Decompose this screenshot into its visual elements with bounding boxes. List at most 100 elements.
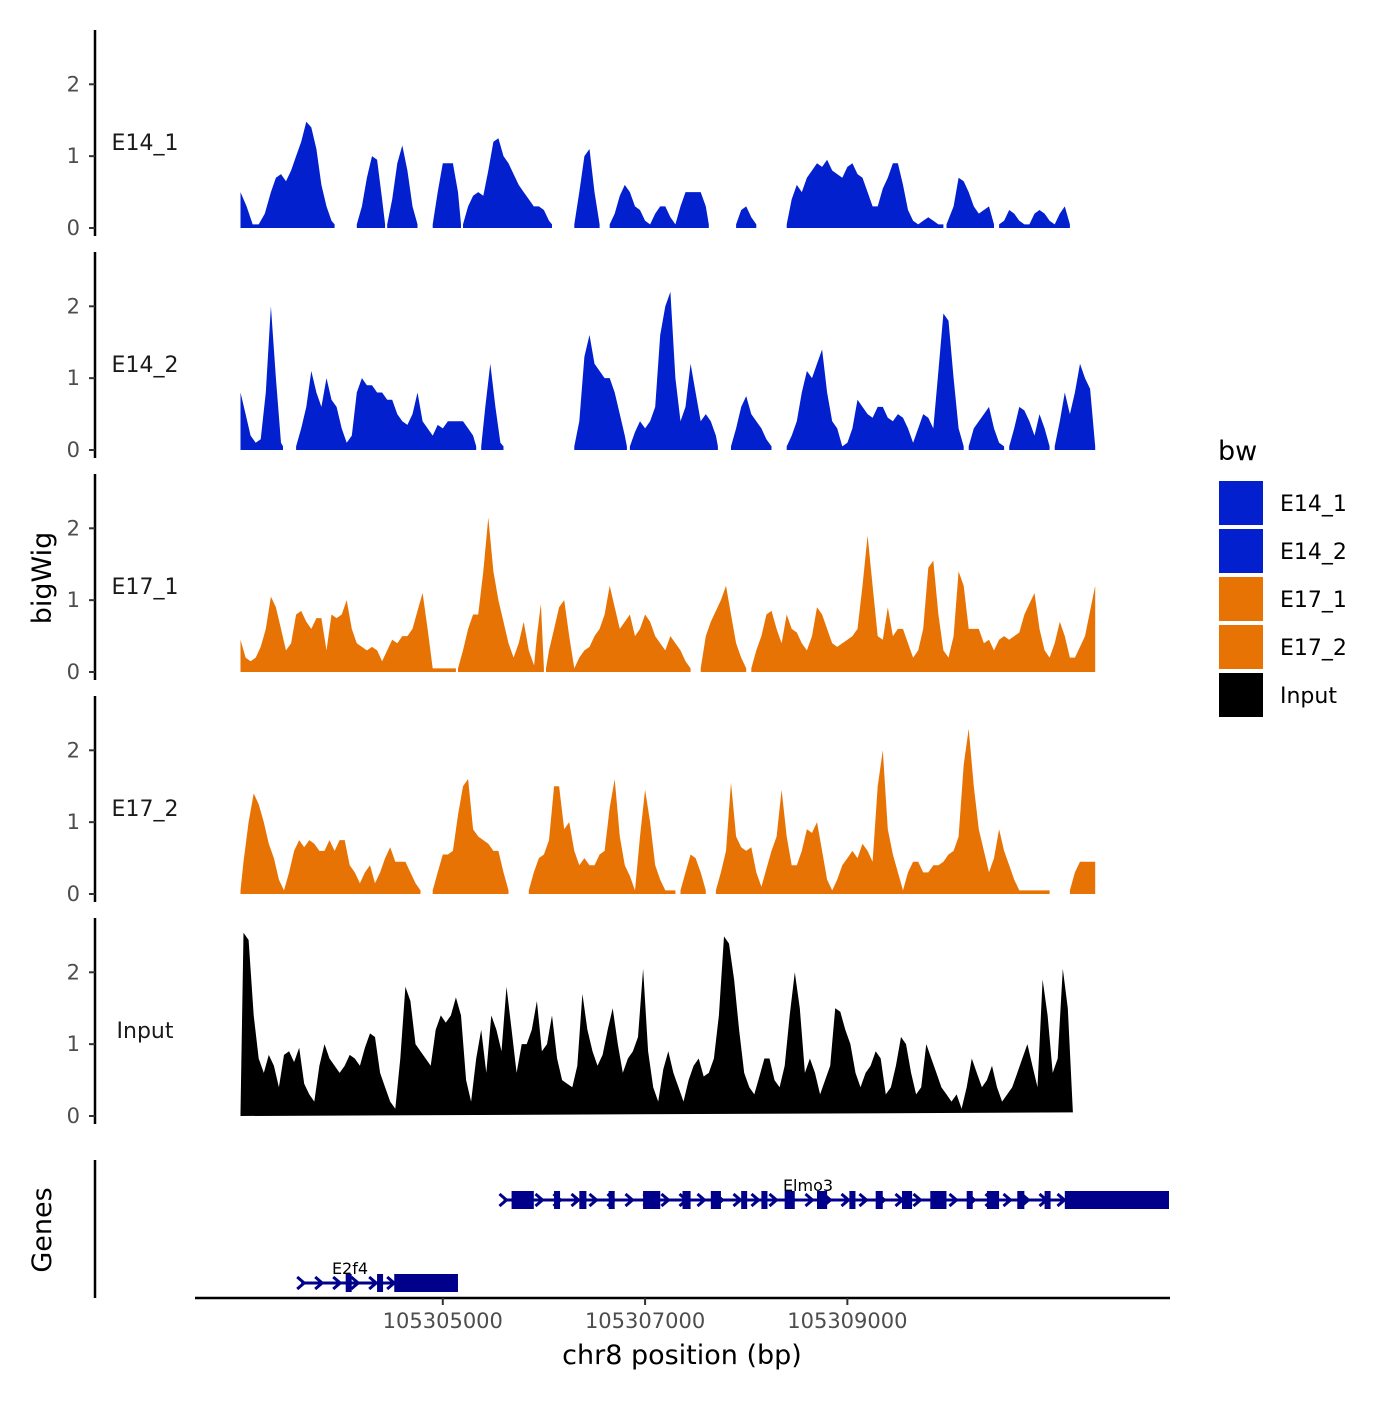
strand-arrow: [660, 1192, 671, 1208]
coverage-area-E14_2: [240, 306, 283, 450]
coverage-area-E14_1: [786, 159, 944, 228]
track-Input: 0 1 2 Input: [67, 918, 1073, 1128]
coverage-area-E14_1: [574, 149, 600, 228]
gene-exon: [345, 1274, 352, 1292]
gene-exon: [966, 1191, 973, 1209]
legend-title: bw: [1218, 436, 1257, 467]
gene-exon: [1017, 1191, 1025, 1209]
gene-exon: [377, 1274, 384, 1292]
gene-exon: [817, 1191, 828, 1209]
legend-swatch: [1219, 673, 1263, 717]
coverage-area-E14_1: [240, 121, 335, 228]
y-tick-label: 1: [67, 588, 80, 612]
strand-arrow: [840, 1192, 851, 1208]
gene-exon: [608, 1191, 615, 1209]
coverage-area-E17_2: [1069, 861, 1096, 894]
strand-arrow: [498, 1192, 509, 1208]
x-axis-title: chr8 position (bp): [562, 1340, 802, 1371]
genes-layer: Elmo3 E2f4: [93, 1160, 1169, 1298]
strand-arrow: [1002, 1192, 1013, 1208]
strand-arrow: [732, 1192, 743, 1208]
gene-exon: [710, 1191, 721, 1209]
strand-arrow: [570, 1192, 581, 1208]
gene-exon: [930, 1191, 947, 1209]
coverage-area-E14_1: [999, 206, 1070, 228]
track-label: Input: [117, 1019, 174, 1044]
strand-arrow: [624, 1192, 635, 1208]
strand-arrow: [750, 1192, 761, 1208]
coverage-area-E14_1: [356, 156, 386, 228]
y-tick-label: 1: [67, 1032, 80, 1056]
gene-E2f4: E2f4: [296, 1259, 458, 1292]
y-tick-label: 0: [67, 438, 80, 462]
coverage-area-E17_2: [432, 779, 509, 894]
strand-arrow: [534, 1192, 545, 1208]
y-tick-label: 1: [67, 366, 80, 390]
strand-arrow: [588, 1192, 599, 1208]
legend-label: E17_2: [1280, 636, 1347, 661]
legend-swatch: [1219, 577, 1263, 621]
gene-name-label: E2f4: [332, 1259, 368, 1278]
x-axis: 105305000 105307000 105309000: [195, 1296, 1170, 1333]
gene-name-label: Elmo3: [783, 1176, 833, 1195]
coverage-area-E17_2: [680, 854, 706, 894]
legend-swatch: [1219, 481, 1263, 525]
coverage-area-E17_1: [546, 585, 691, 672]
y-tick-label: 0: [67, 216, 80, 240]
legend-label: E17_1: [1280, 588, 1347, 613]
y-axis-title: bigWig: [27, 532, 58, 625]
coverage-area-E14_1: [463, 138, 552, 228]
y-tick-label: 2: [67, 294, 80, 318]
gene-Elmo3: Elmo3: [498, 1176, 1169, 1209]
y-tick-label: 0: [67, 660, 80, 684]
legend-swatch: [1219, 625, 1263, 669]
strand-arrow: [314, 1275, 325, 1291]
y-tick-label: 1: [67, 144, 80, 168]
coverage-area-E14_1: [946, 177, 994, 228]
x-tick-label: 105309000: [787, 1309, 907, 1333]
strand-arrow: [350, 1275, 361, 1291]
gene-exon: [849, 1191, 856, 1209]
strand-arrow: [696, 1192, 707, 1208]
gene-exon: [511, 1191, 534, 1209]
coverage-area-E14_2: [968, 406, 1005, 450]
gene-exon: [579, 1191, 587, 1209]
strand-arrow: [368, 1275, 379, 1291]
y-tick-label: 0: [67, 1104, 80, 1128]
strand-arrow: [948, 1192, 959, 1208]
coverage-area-E14_2: [731, 396, 772, 450]
coverage-area-E14_2: [1054, 363, 1096, 450]
coverage-area-E17_2: [528, 779, 676, 894]
gene-exon: [741, 1191, 748, 1209]
y-tick-label: 1: [67, 810, 80, 834]
coverage-area-E14_2: [786, 313, 964, 450]
coverage-area-E17_1: [751, 535, 1096, 672]
coverage-area-E14_1: [432, 163, 461, 228]
coverage-area-E14_2: [574, 335, 627, 450]
strand-arrow: [332, 1275, 343, 1291]
gene-exon: [1064, 1191, 1169, 1209]
strand-arrow: [1056, 1192, 1067, 1208]
gene-exon: [682, 1191, 691, 1209]
legend-label: E14_2: [1280, 540, 1347, 565]
coverage-area-E17_2: [715, 728, 1050, 894]
gene-exon: [986, 1191, 1000, 1209]
gene-exon: [901, 1191, 913, 1209]
y-tick-label: 2: [67, 516, 80, 540]
coverage-area-E14_1: [609, 184, 709, 228]
track-label: E14_1: [112, 131, 179, 156]
track-E17_2: 0 1 2 E17_2: [67, 696, 1096, 906]
legend: bw E14_1 E14_2 E17_1 E17_2 Input: [1218, 436, 1347, 717]
coverage-area-E14_1: [387, 145, 418, 228]
track-E14_2: 0 1 2 E14_2: [67, 252, 1096, 462]
legend-label: E14_1: [1280, 492, 1347, 517]
tracks-layer: 0 1 2 E14_1 0 1 2 E14_2 0 1 2 E17_1 0 1 2 E17_2 0 1 2 Input: [67, 30, 1096, 1128]
genes-axis-title: Genes: [27, 1187, 58, 1272]
coverage-area-E14_2: [296, 371, 477, 450]
gene-exon: [784, 1191, 795, 1209]
strand-arrow: [768, 1192, 779, 1208]
strand-arrow: [858, 1192, 869, 1208]
legend-swatch: [1219, 529, 1263, 573]
track-label: E17_1: [112, 575, 179, 600]
